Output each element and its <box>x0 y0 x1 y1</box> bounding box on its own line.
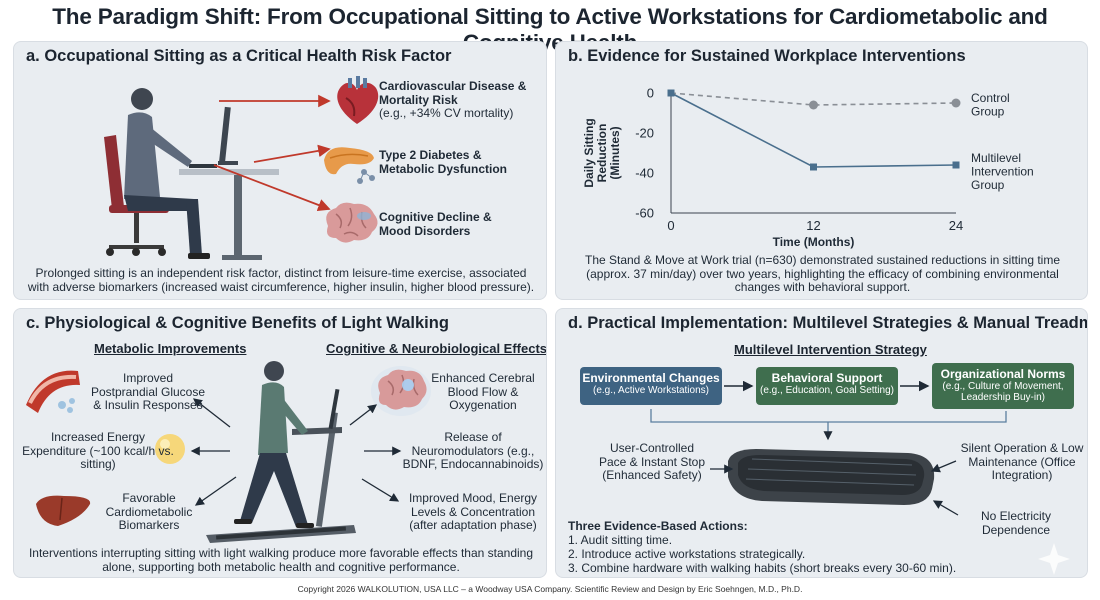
liver-icon <box>36 495 91 526</box>
benefit-biomarkers: Favorable Cardiometabolic Biomarkers <box>105 491 193 532</box>
panel-b-heading: b. Evidence for Sustained Workplace Inte… <box>568 47 966 65</box>
panel-c-caption: Interventions interrupting sitting with … <box>28 546 534 574</box>
actions-title: Three Evidence-Based Actions: <box>568 519 748 533</box>
benefit-energy: Increased Energy Expenditure (~100 kcal/… <box>22 430 174 471</box>
y-axis-label: Daily SittingReduction(Minutes) <box>582 118 622 187</box>
benefit-mood: Improved Mood, Energy Levels & Concentra… <box>408 491 538 532</box>
panel-d-heading: d. Practical Implementation: Multilevel … <box>568 314 1087 332</box>
feature-pace: User-Controlled Pace & Instant Stop (Enh… <box>598 441 706 482</box>
panel-c: c. Physiological & Cognitive Benefits of… <box>13 308 547 578</box>
sitting-worker-illustration <box>104 88 279 260</box>
benefit-arrows <box>190 398 402 506</box>
box-environmental-title: Environmental Changes <box>582 371 720 385</box>
data-point-0 <box>951 98 961 108</box>
panel-a-caption: Prolonged sitting is an independent risk… <box>27 266 535 294</box>
metabolic-subheading: Metabolic Improvements <box>94 341 247 356</box>
box-environmental-detail: (e.g., Active Workstations) <box>593 385 709 396</box>
data-point-1 <box>810 163 817 171</box>
risk-diabetes-title: Type 2 Diabetes & Metabolic Dysfunction <box>379 148 508 176</box>
action-3: 3. Combine hardware with walking habits … <box>568 561 957 575</box>
treadmill-desk-illustration <box>650 380 1070 575</box>
feature-silent: Silent Operation & Low Maintenance (Offi… <box>960 441 1084 482</box>
y-tick-label: -60 <box>635 206 654 221</box>
box-behavioral: Behavioral Support (e.g., Education, Goa… <box>756 367 898 405</box>
panel-a: a. Occupational Sitting as a Critical He… <box>13 41 547 300</box>
risk-cvd-title: Cardiovascular Disease & Mortality Risk <box>379 79 527 107</box>
panel-b: b. Evidence for Sustained Workplace Inte… <box>555 41 1088 300</box>
glowing-brain-icon <box>371 366 431 416</box>
y-tick-label: -40 <box>635 166 654 181</box>
series-label-0: Control Group <box>971 91 1010 119</box>
strategy-title: Multilevel Intervention Strategy <box>734 342 927 357</box>
brain-icon <box>326 202 378 243</box>
box-organizational-title: Organizational Norms <box>940 367 1066 381</box>
x-tick-label: 12 <box>806 218 820 233</box>
heart-icon <box>337 76 379 124</box>
action-1: 1. Audit sitting time. <box>568 533 673 547</box>
panel-b-caption: The Stand & Move at Work trial (n=630) d… <box>584 253 1060 294</box>
risk-cognitive-title: Cognitive Decline & Mood Disorders <box>379 210 492 238</box>
x-tick-label: 24 <box>949 218 963 233</box>
y-tick-label: -20 <box>635 126 654 141</box>
energy-icon <box>155 434 185 464</box>
y-tick-label: 0 <box>647 86 654 101</box>
sitting-reduction-chart: 0 -20 -40 -60 0 12 24 Time (Months) Daily Sittin… <box>582 86 1034 250</box>
series-label-1: Multilevel Intervention Group <box>971 151 1034 192</box>
x-axis-label: Time (Months) <box>773 235 855 249</box>
x-tick-label: 0 <box>667 218 674 233</box>
copyright-footer: Copyright 2026 WALKOLUTION, USA LLC – a … <box>297 584 803 594</box>
box-behavioral-detail: (e.g., Education, Goal Setting) <box>760 385 894 396</box>
risk-arrows <box>213 94 331 212</box>
action-2: 2. Introduce active workstations strateg… <box>568 547 806 561</box>
data-point-1 <box>952 161 960 169</box>
box-environmental: Environmental Changes (e.g., Active Work… <box>580 367 722 405</box>
benefit-blood-flow: Enhanced Cerebral Blood Flow & Oxygenati… <box>431 371 535 412</box>
box-organizational: Organizational Norms (e.g., Culture of M… <box>932 363 1074 409</box>
blood-vessel-icon <box>26 370 80 413</box>
box-behavioral-title: Behavioral Support <box>771 371 883 385</box>
panel-a-heading: a. Occupational Sitting as a Critical He… <box>26 47 452 65</box>
data-point-1 <box>667 89 675 97</box>
pancreas-icon <box>324 147 375 184</box>
panel-c-heading: c. Physiological & Cognitive Benefits of… <box>26 314 449 332</box>
cognitive-subheading: Cognitive & Neurobiological Effects <box>326 341 547 356</box>
feature-no-electricity: No Electricity Dependence <box>980 509 1051 537</box>
benefit-neuromodulators: Release of Neuromodulators (e.g., BDNF, … <box>402 430 544 471</box>
risk-cvd-detail: (e.g., +34% CV mortality) <box>379 106 514 120</box>
data-point-0 <box>809 100 818 110</box>
treadmill-walker-illustration <box>206 361 356 543</box>
benefit-glucose: Improved Postprandial Glucose & Insulin … <box>90 371 206 412</box>
box-organizational-detail: (e.g., Culture of Movement, Leadership B… <box>942 381 1064 403</box>
series-line-0 <box>670 92 957 106</box>
panel-d: d. Practical Implementation: Multilevel … <box>555 308 1088 578</box>
